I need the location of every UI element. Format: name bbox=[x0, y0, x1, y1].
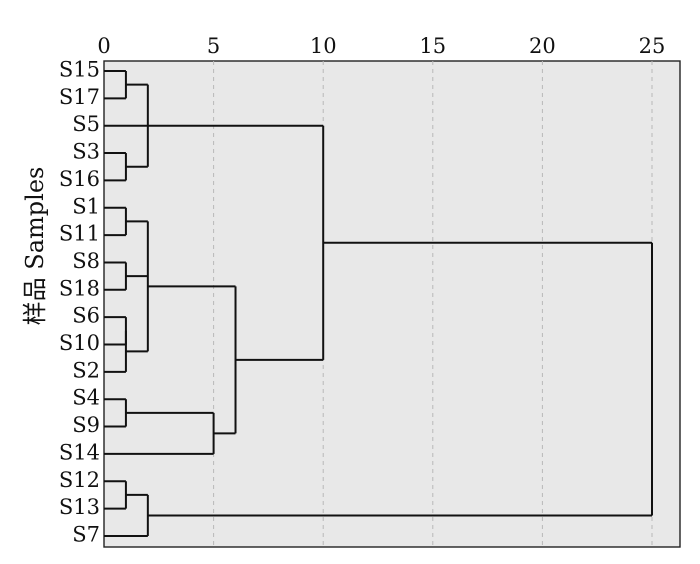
x-tick-label: 10 bbox=[310, 34, 337, 58]
sample-label: S17 bbox=[59, 85, 100, 109]
sample-label: S11 bbox=[59, 222, 100, 246]
sample-label: S14 bbox=[59, 440, 100, 464]
y-axis-label: 样品 Samples bbox=[21, 167, 49, 326]
sample-label: S12 bbox=[59, 468, 100, 492]
sample-label: S8 bbox=[72, 249, 100, 273]
sample-label: S5 bbox=[72, 112, 100, 136]
x-tick-label: 5 bbox=[207, 34, 220, 58]
plot-area bbox=[103, 60, 681, 548]
sample-label: S9 bbox=[72, 413, 100, 437]
dendrogram-lines bbox=[104, 70, 653, 537]
sample-label: S7 bbox=[72, 522, 100, 546]
sample-label: S16 bbox=[59, 167, 100, 191]
x-axis-ticks: 0 5 10 15 20 25 bbox=[97, 34, 665, 58]
sample-label: S6 bbox=[72, 304, 100, 328]
x-tick-label: 15 bbox=[419, 34, 446, 58]
x-tick-label: 20 bbox=[529, 34, 556, 58]
x-tick-label: 0 bbox=[97, 34, 110, 58]
sample-labels: S15 S17 S5 S3 S16 S1 S11 S8 S18 S6 S10 S2 S4 S9 S14 S12… bbox=[59, 58, 100, 547]
sample-label: S10 bbox=[59, 331, 100, 355]
sample-label: S18 bbox=[59, 276, 100, 300]
x-tick-label: 25 bbox=[639, 34, 666, 58]
sample-label: S13 bbox=[59, 495, 100, 519]
sample-label: S15 bbox=[59, 58, 100, 82]
sample-label: S4 bbox=[72, 386, 100, 410]
sample-label: S2 bbox=[72, 358, 100, 382]
sample-label: S3 bbox=[72, 140, 100, 164]
sample-label: S1 bbox=[72, 194, 100, 218]
